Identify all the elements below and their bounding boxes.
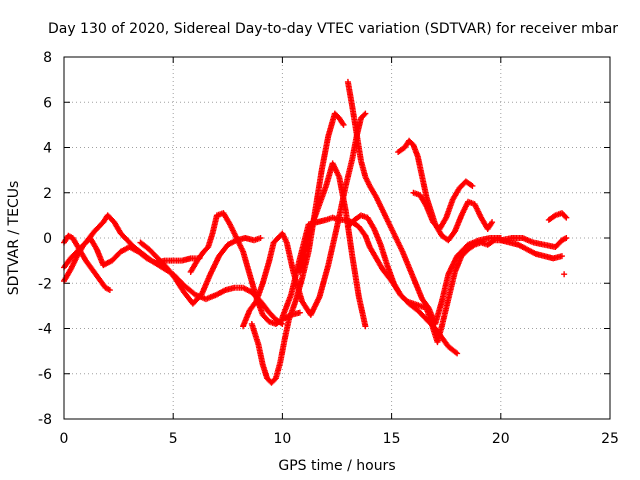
x-tick-label: 5 — [169, 431, 178, 447]
series-track-k — [344, 212, 565, 346]
data-point — [296, 309, 303, 316]
y-tick-label: -8 — [38, 412, 52, 428]
y-tick-label: -6 — [38, 367, 52, 383]
data-point — [362, 323, 369, 330]
series-track-l — [395, 137, 496, 244]
tick-labels: 0 5 10 15 20 25 -8 -6 -4 -2 0 2 4 6 8 — [38, 50, 619, 447]
x-tick-label: 10 — [273, 431, 291, 447]
series-track-i — [296, 160, 369, 330]
x-tick-label: 15 — [383, 431, 401, 447]
series-track-c — [61, 232, 113, 294]
data-point — [563, 214, 570, 221]
x-tick-label: 0 — [60, 431, 69, 447]
y-tick-label: 2 — [43, 186, 52, 202]
data-point — [106, 287, 113, 294]
series-track-o — [545, 210, 570, 223]
series-track-n — [497, 235, 570, 251]
plot-border — [63, 56, 611, 420]
series-track-d — [137, 235, 264, 307]
x-tick-label: 20 — [492, 431, 510, 447]
data-point — [257, 235, 264, 241]
data-point — [452, 349, 459, 356]
data-point — [361, 111, 368, 118]
y-tick-label: 0 — [43, 231, 52, 247]
data-point — [489, 219, 496, 226]
y-tick-label: -2 — [38, 276, 52, 292]
data-point — [561, 271, 568, 278]
data-point — [563, 235, 570, 241]
data-point — [469, 182, 476, 189]
data-point — [558, 253, 565, 260]
y-tick-label: 6 — [43, 95, 52, 111]
y-tick-label: -4 — [38, 322, 52, 338]
data-point — [562, 213, 569, 220]
series-track-m — [410, 178, 476, 232]
data-point — [340, 121, 347, 128]
x-axis-label: GPS time / hours — [278, 458, 395, 474]
data-points — [61, 78, 570, 386]
data-point — [454, 350, 461, 357]
chart-title: Day 130 of 2020, Sidereal Day-to-day VTE… — [48, 21, 618, 37]
x-tick-label: 25 — [601, 431, 619, 447]
y-axis-label: SDTVAR / TECUs — [6, 181, 22, 296]
y-tick-label: 8 — [43, 50, 52, 66]
data-point — [362, 110, 369, 117]
y-tick-label: 4 — [43, 141, 52, 157]
